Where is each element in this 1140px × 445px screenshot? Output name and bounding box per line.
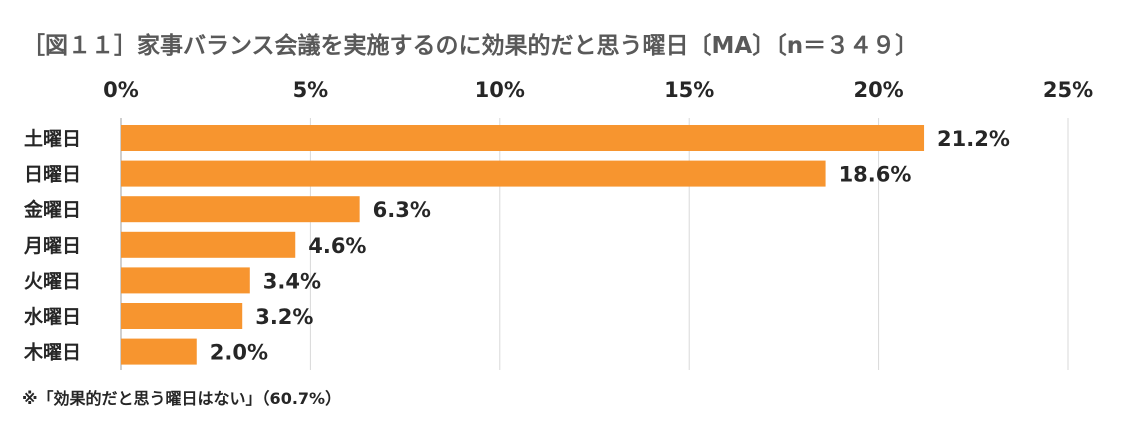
x-tick-label-4: 20% — [853, 78, 903, 102]
data-label-0: 21.2% — [937, 127, 1010, 151]
bar-3 — [121, 231, 296, 258]
data-label-2: 6.3% — [373, 198, 431, 222]
category-label-0: 土曜日 — [24, 128, 81, 150]
category-label-1: 日曜日 — [24, 164, 81, 186]
x-tick-label-3: 15% — [664, 78, 714, 102]
x-tick-label-1: 5% — [293, 78, 329, 102]
category-label-5: 水曜日 — [24, 306, 81, 328]
bars — [121, 125, 925, 365]
data-label-5: 3.2% — [255, 305, 313, 329]
x-tick-label-5: 25% — [1043, 78, 1093, 102]
x-tick-label-0: 0% — [103, 78, 139, 102]
bar-2 — [121, 196, 360, 223]
bar-0 — [121, 125, 925, 151]
category-label-3: 月曜日 — [23, 235, 81, 257]
data-label-3: 4.6% — [308, 234, 366, 258]
chart-footnote: ※「効果的だと思う曜日はない」（60.7%） — [22, 389, 342, 408]
category-label-6: 木曜日 — [23, 341, 81, 364]
data-label-1: 18.6% — [839, 163, 912, 187]
bar-1 — [121, 160, 826, 187]
x-axis-ticks: 0% 5% 10% 15% 20% 25% — [103, 78, 1093, 102]
bar-4 — [121, 267, 250, 294]
data-label-6: 2.0% — [210, 341, 268, 365]
bar-5 — [121, 303, 243, 329]
chart-title: ［図１１］家事バランス会議を実施するのに効果的だと思う曜日〔MA〕〔n＝３４９〕 — [22, 33, 919, 59]
bar-6 — [121, 338, 197, 365]
category-label-2: 金曜日 — [23, 198, 81, 221]
data-label-4: 3.4% — [263, 269, 321, 293]
data-labels: 21.2% 18.6% 6.3% 4.6% 3.4% 3.2% 2.0% — [210, 127, 1010, 365]
x-tick-label-2: 10% — [475, 78, 525, 102]
category-label-4: 火曜日 — [24, 270, 81, 292]
